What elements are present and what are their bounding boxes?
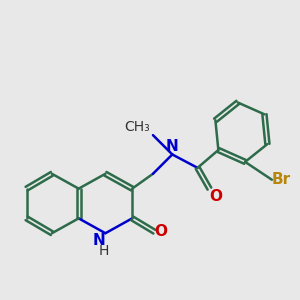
Text: CH₃: CH₃ xyxy=(124,120,150,134)
Text: N: N xyxy=(93,233,105,248)
Text: H: H xyxy=(99,244,109,258)
Text: Br: Br xyxy=(272,172,291,187)
Text: O: O xyxy=(154,224,167,239)
Text: N: N xyxy=(166,140,179,154)
Text: O: O xyxy=(209,189,222,204)
